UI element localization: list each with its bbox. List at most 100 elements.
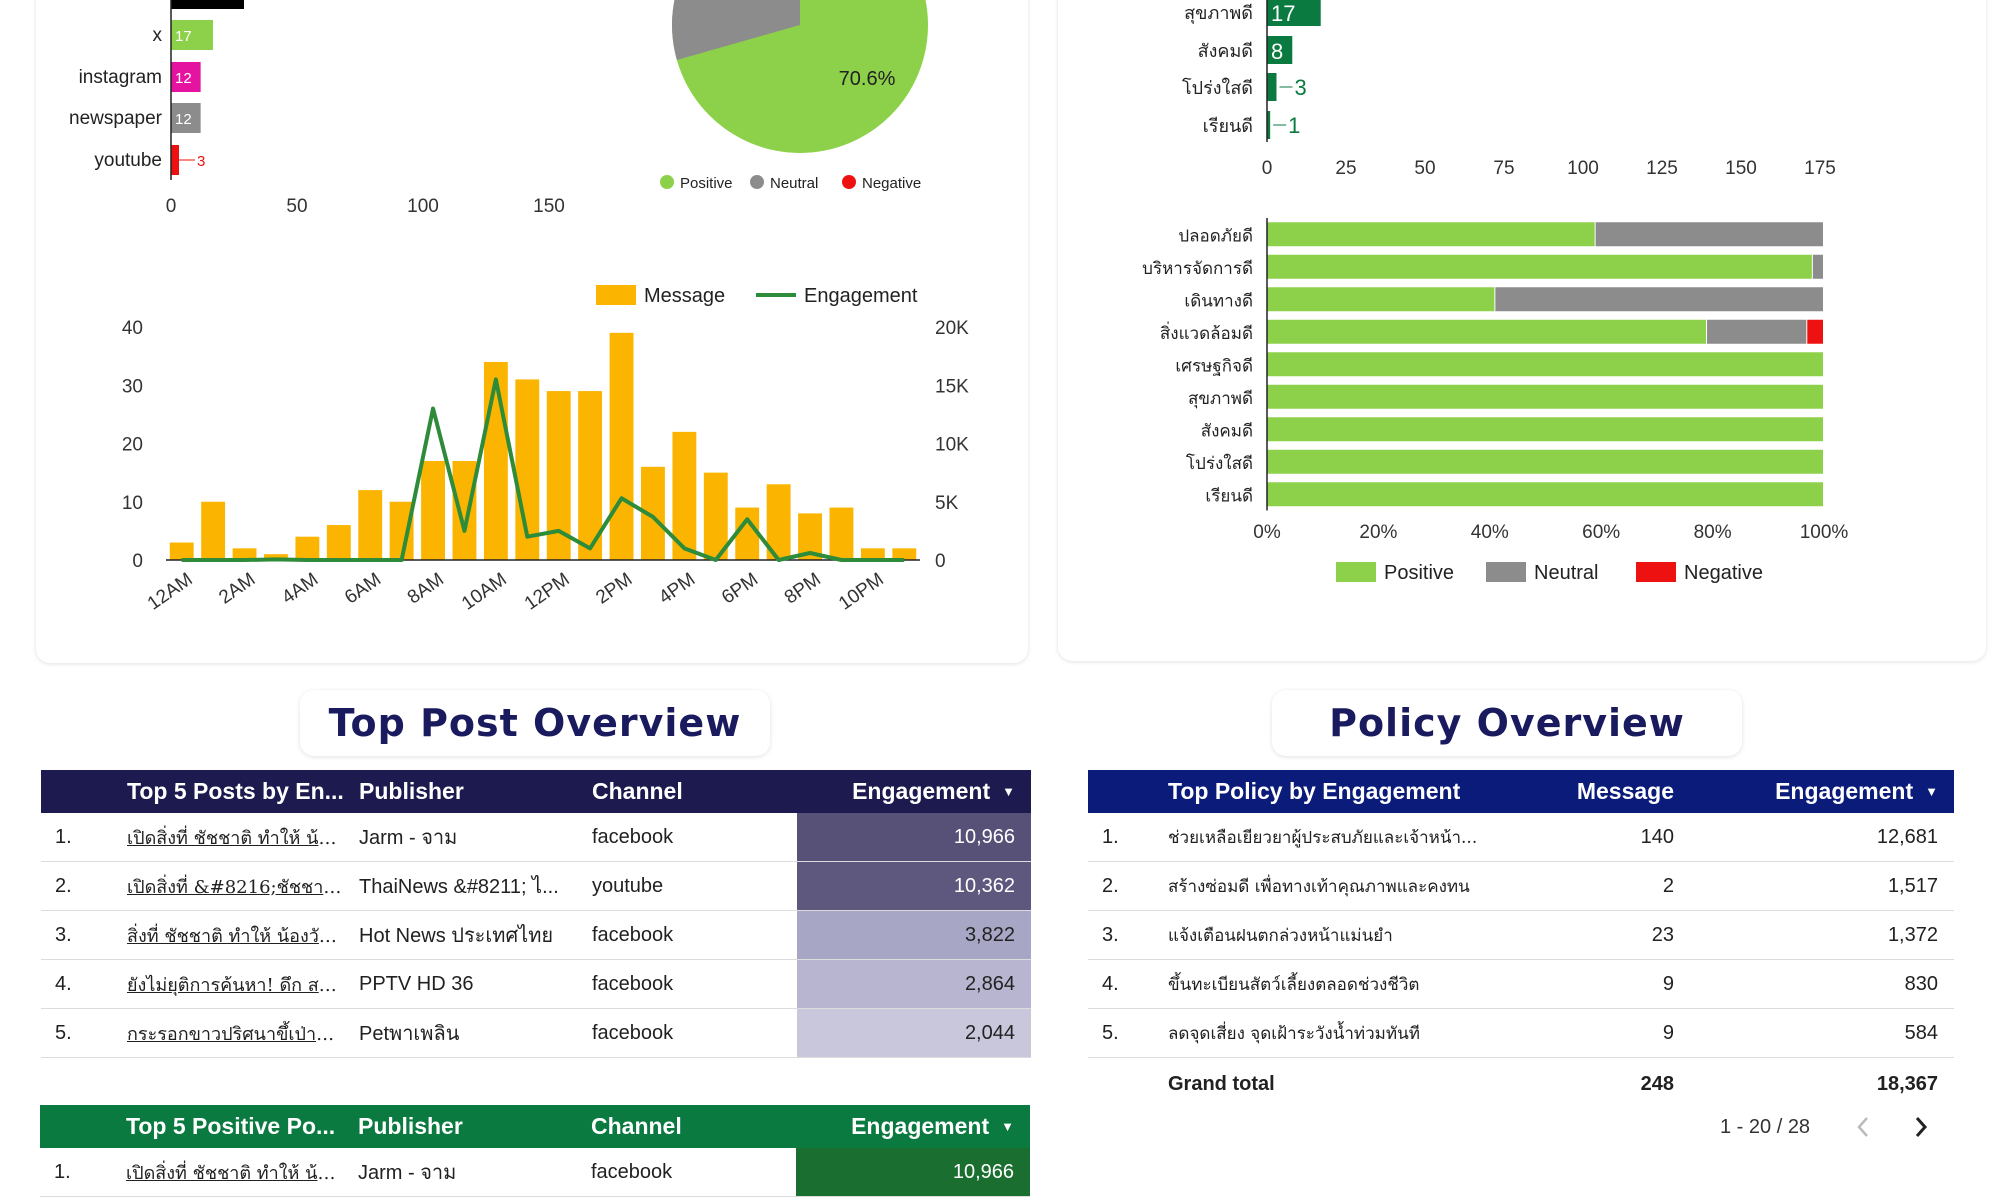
post-link[interactable]: สิ่งที่ ชัชชาติ ทำให้ น้องวัน...: [127, 925, 345, 947]
stack-bar-neutral: [1707, 319, 1807, 344]
x-tick-label: 2PM: [592, 569, 636, 609]
policy-category-label: สุขภาพดี: [1184, 3, 1253, 24]
policy-x-tick: 125: [1646, 158, 1678, 179]
stack-bar-positive: [1267, 222, 1595, 247]
policy-count-value: 17: [1271, 1, 1295, 26]
message-bar: [169, 542, 194, 560]
policy-name-cell: ขึ้นทะเบียนสัตว์เลี้ยงตลอดช่วงชีวิต: [1168, 974, 1420, 995]
legend-swatch: [660, 175, 674, 189]
policy-sentiment-stacked-chart: ปลอดภัยดีบริหารจัดการดีเดินทางดีสิ่งแวดล…: [1142, 218, 1849, 584]
stack-bar-positive: [1267, 482, 1823, 507]
policy-overview-title: Policy Overview: [1272, 690, 1742, 756]
post-link[interactable]: เปิดสิ่งที่ &#8216;ชัชชาติ...: [127, 876, 345, 898]
header-engagement-label: Engagement: [851, 1113, 990, 1139]
table-row: 5. กระรอกขาวปริศนาขึ้เป่าช่ว... Petพาเพลิน…: [41, 1009, 1031, 1058]
legend-swatch: [750, 175, 764, 189]
post-link[interactable]: ยังไม่ยุติการค้นหา! ดึก สต...: [127, 974, 345, 996]
channel-x-tick: 100: [407, 196, 439, 217]
message-bar: [735, 507, 760, 560]
post-link[interactable]: เปิดสิ่งที่ ชัชชาติ ทำให้ น้อ...: [127, 827, 345, 849]
header-engagement[interactable]: Engagement ▼: [797, 778, 1031, 805]
engagement-cell: 1,372: [1887, 923, 1938, 946]
policy-x-tick: 50: [1414, 158, 1435, 179]
channel-cell: facebook: [591, 1160, 673, 1183]
stack-x-tick: 0%: [1253, 522, 1281, 543]
row-index: 1.: [54, 1160, 71, 1183]
table-row: 2. สร้างซ่อมดี เพื่อทางเท้าคุณภาพและคงทน 2…: [1088, 862, 1954, 911]
sort-desc-icon[interactable]: ▼: [1001, 1119, 1014, 1134]
stack-x-tick: 60%: [1582, 522, 1620, 543]
post-link[interactable]: กระรอกขาวปริศนาขึ้เป่าช่ว...: [127, 1023, 345, 1045]
channel-bar: [171, 20, 213, 50]
right-y-tick: 10K: [935, 435, 969, 456]
header-post[interactable]: Top 5 Positive Po...: [126, 1113, 336, 1139]
header-policy[interactable]: Top Policy by Engagement: [1168, 778, 1461, 804]
row-index: 4.: [55, 972, 72, 995]
legend-swatch: [1336, 562, 1376, 582]
policy-category-label: โปร่งใสดี: [1182, 77, 1253, 99]
x-tick-label: 6AM: [341, 569, 385, 609]
chevron-left-icon[interactable]: [1848, 1112, 1878, 1142]
stack-category-label: เรียนดี: [1205, 486, 1253, 506]
table-header: Top 5 Posts by En... Publisher Channel E…: [41, 770, 1031, 813]
channel-category-label: youtube: [94, 150, 162, 171]
header-message[interactable]: Message: [1576, 778, 1674, 804]
left-y-tick: 40: [122, 318, 143, 339]
message-bar: [483, 361, 508, 560]
row-index: 5.: [1102, 1021, 1119, 1044]
header-post[interactable]: Top 5 Posts by En...: [127, 778, 344, 804]
header-publisher[interactable]: Publisher: [358, 1113, 463, 1139]
channel-x-tick: 150: [533, 196, 565, 217]
channel-cell: facebook: [592, 1021, 674, 1044]
header-engagement[interactable]: Engagement ▼: [796, 1113, 1030, 1140]
stack-bar-positive: [1267, 384, 1823, 409]
stack-category-label: บริหารจัดการดี: [1142, 259, 1253, 279]
legend-label: Positive: [680, 175, 733, 192]
message-bar: [546, 391, 571, 560]
policy-count-value: 1: [1288, 113, 1300, 138]
legend-label: Positive: [1384, 562, 1454, 584]
channel-x-tick: 50: [286, 196, 307, 217]
channel-cell: youtube: [592, 874, 664, 897]
right-y-tick: 0: [935, 551, 946, 572]
pie-percent-label: 70.6%: [839, 68, 896, 90]
policy-rows: 1. ช่วยเหลือเยียวยาผู้ประสบภัยและเจ้าหน้า…: [1088, 813, 1954, 1058]
policy-count-bar: [1267, 111, 1271, 139]
x-tick-label: 4AM: [278, 569, 322, 609]
message-bar: [672, 431, 697, 560]
sort-desc-icon[interactable]: ▼: [1925, 784, 1938, 799]
chevron-right-icon[interactable]: [1906, 1112, 1936, 1142]
post-link[interactable]: เปิดสิ่งที่ ชัชชาติ ทำให้ น้อ...: [126, 1162, 344, 1184]
publisher-cell: Jarm - จาม: [358, 1162, 457, 1184]
x-tick-label: 12PM: [521, 569, 574, 615]
header-channel[interactable]: Channel: [591, 1113, 682, 1139]
top-posts-table: Top 5 Posts by En... Publisher Channel E…: [41, 770, 1031, 1058]
row-index: 1.: [1102, 825, 1119, 848]
sentiment-pie-chart: 70.6% Positive Neutral Negative: [660, 0, 928, 192]
grand-total-label: Grand total: [1168, 1072, 1275, 1095]
stack-bar-positive: [1267, 287, 1495, 312]
policy-table: Top Policy by Engagement Message Engagem…: [1088, 770, 1954, 1110]
stack-category-label: สังคมดี: [1201, 421, 1253, 441]
row-index: 3.: [55, 923, 72, 946]
message-bar: [452, 460, 477, 560]
header-engagement[interactable]: Engagement ▼: [1690, 778, 1954, 805]
stack-x-tick: 100%: [1800, 522, 1849, 543]
header-publisher[interactable]: Publisher: [359, 778, 464, 804]
x-tick-label: 8AM: [404, 569, 448, 609]
sort-desc-icon[interactable]: ▼: [1002, 784, 1015, 799]
stack-bar-neutral: [1595, 222, 1823, 247]
policy-name-cell: ลดจุดเสี่ยง จุดเฝ้าระวังน้ำท่วมทันที: [1168, 1023, 1420, 1044]
engagement-cell: 2,864: [797, 960, 1031, 1008]
header-channel[interactable]: Channel: [592, 778, 683, 804]
policy-name-cell: สร้างซ่อมดี เพื่อทางเท้าคุณภาพและคงทน: [1168, 876, 1470, 897]
message-cell: 23: [1651, 923, 1674, 946]
pagination-label: 1 - 20 / 28: [1720, 1115, 1811, 1138]
pagination: 1 - 20 / 28: [1720, 1112, 1936, 1142]
message-bar: [201, 501, 226, 560]
legend-label: Engagement: [804, 285, 918, 307]
stack-category-label: สิ่งแวดล้อมดี: [1160, 321, 1253, 344]
engagement-cell: 3,822: [797, 911, 1031, 959]
right-y-tick: 15K: [935, 376, 969, 397]
stack-x-tick: 20%: [1359, 522, 1397, 543]
